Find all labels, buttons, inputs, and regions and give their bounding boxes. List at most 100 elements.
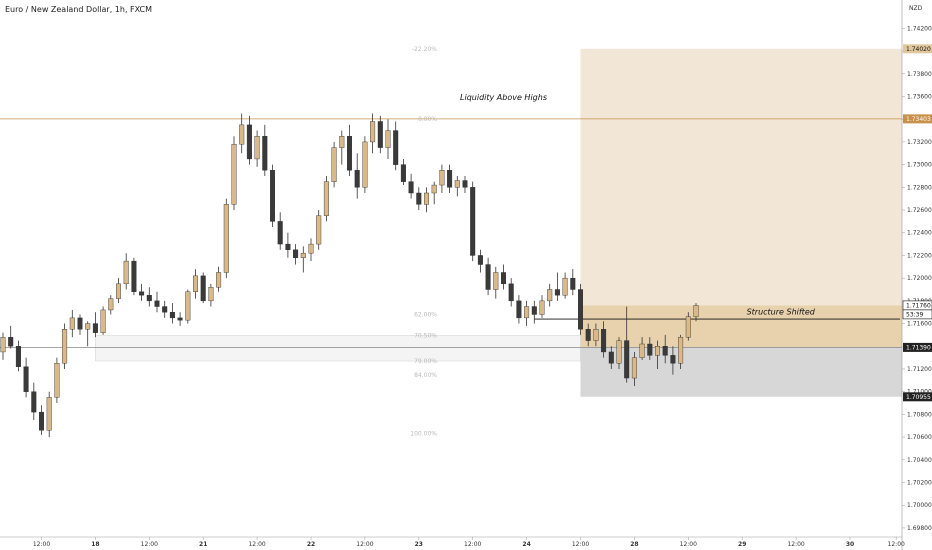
candle [516,295,522,324]
candle-body [578,289,584,330]
candle-body [554,289,560,296]
candle [154,291,160,313]
candle [501,264,507,290]
fib-label: 62.00% [414,311,437,318]
candle [231,136,237,211]
candle [39,405,45,435]
candle-body [531,306,537,315]
y-tick-label: 1.73600 [907,94,932,101]
candle-body [154,300,160,307]
candle-body [293,249,299,258]
candle [192,269,198,299]
candle [631,351,637,387]
candle [377,115,383,154]
x-tick-label: 18 [91,541,99,548]
candle [616,337,622,369]
candle-body [608,351,614,364]
candle-body [285,243,291,250]
candle [169,303,175,324]
candle [424,187,430,213]
candle [246,115,252,165]
x-tick-label: 12:00 [787,541,804,548]
candle-body [92,323,98,333]
candle-body [662,346,668,356]
y-tick-label: 1.72000 [907,275,932,282]
y-tick-label: 1.72800 [907,184,932,191]
candle [662,334,668,364]
candle-body [231,143,237,205]
candle [139,283,145,301]
x-tick-label: 21 [199,541,207,548]
fib-band-zone [95,335,581,362]
candle-body [77,317,83,330]
candle-body [277,221,283,245]
candle [531,300,537,324]
candle-body [270,170,276,222]
candle-body [0,336,6,353]
currency-selector[interactable]: NZD [909,5,923,12]
fib-label: 79.00% [414,358,437,365]
candle-body [585,329,591,341]
candle-body [601,329,607,353]
candle [216,266,222,292]
annotations-layer: Liquidity Above Highs Structure Shifted [460,93,816,317]
candle-body [31,391,37,413]
candle [239,113,245,154]
price-tag: 1.71390 [903,342,932,352]
candle [400,158,406,186]
candle [408,173,414,199]
candle-body [162,306,168,313]
y-tick-label: 1.70200 [907,480,932,487]
candle [685,312,691,341]
x-tick-label: 12:00 [33,541,50,548]
annotation: Structure Shifted [747,307,816,316]
candle-body [85,323,91,330]
candle [639,337,645,360]
candle [547,283,553,307]
candle-body [23,366,29,392]
candle [331,141,337,188]
candle-body [408,181,414,194]
candle [177,312,183,326]
price-tag: 1.71760 [902,300,932,311]
candle [624,306,630,383]
candle-body [262,136,268,171]
candle-body [501,272,507,285]
candle-body [639,343,645,358]
candle-body [192,275,198,292]
x-tick-label: 12:00 [888,541,905,548]
candle-body [15,346,21,367]
candle [431,181,437,205]
candle [54,357,60,404]
candle [270,164,276,228]
y-tick-label: 1.70000 [907,502,932,509]
candle [308,238,314,262]
candle [655,340,661,369]
price-tag-label: 1.73403 [906,116,931,123]
candle [385,119,391,159]
candle-body [416,192,422,205]
countdown-tag: 53:39 [902,309,932,320]
candle [585,323,591,347]
candle-body [454,180,460,188]
candle [46,391,52,438]
x-tick-label: 12:00 [356,541,373,548]
candle-body [508,283,514,302]
candle-body [169,312,175,319]
candle [678,334,684,369]
price-tag: 1.70955 [903,392,932,402]
candle [354,153,360,199]
x-tick-label: 12:00 [248,541,265,548]
candle [362,136,368,194]
countdown-label: 53:39 [906,311,923,318]
candle-body [385,130,391,148]
candle-body [62,329,68,364]
candles-layer [0,113,699,438]
candle [85,321,91,347]
candle [123,253,129,290]
candle-body [631,357,637,379]
candle [100,306,106,335]
candle-body [208,287,214,302]
